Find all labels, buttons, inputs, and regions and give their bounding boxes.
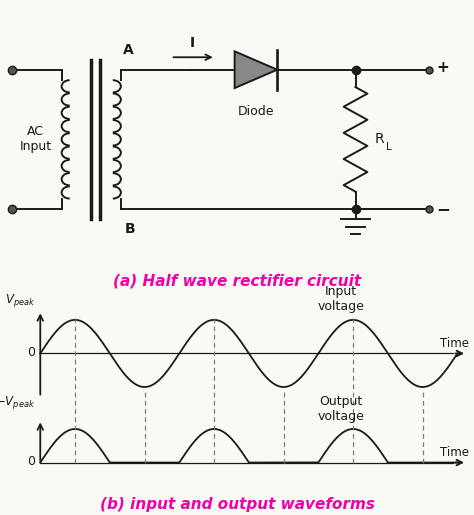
Text: (a) Half wave rectifier circuit: (a) Half wave rectifier circuit [113, 274, 361, 289]
Text: $-V_{peak}$: $-V_{peak}$ [0, 394, 36, 411]
Text: +: + [436, 60, 449, 75]
Text: A: A [123, 43, 134, 57]
Text: Time: Time [440, 447, 469, 459]
Text: Output
voltage: Output voltage [318, 394, 365, 423]
Text: Input
voltage: Input voltage [318, 284, 365, 313]
Text: B: B [125, 221, 135, 235]
Text: I: I [190, 36, 194, 50]
Text: AC
Input: AC Input [19, 125, 52, 153]
Text: 0: 0 [27, 455, 36, 468]
Text: L: L [386, 142, 392, 152]
Text: $V_{peak}$: $V_{peak}$ [5, 293, 36, 310]
Text: (b) input and output waveforms: (b) input and output waveforms [100, 497, 374, 512]
Polygon shape [235, 52, 277, 88]
Text: Time: Time [440, 337, 469, 350]
Text: R: R [374, 132, 384, 146]
Text: Diode: Diode [237, 105, 274, 117]
Text: −: − [436, 200, 450, 218]
Text: 0: 0 [27, 346, 36, 359]
